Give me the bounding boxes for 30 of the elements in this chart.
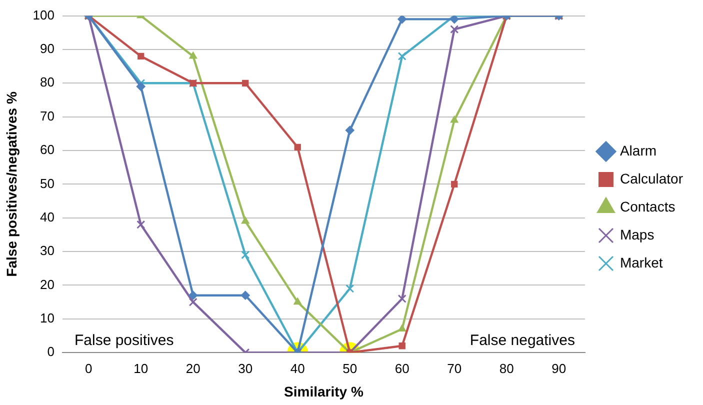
x-tick-label: 40: [290, 360, 305, 376]
x-axis-title: Similarity %: [284, 383, 364, 400]
y-tick-label: 70: [40, 108, 54, 124]
y-tick-label: 50: [40, 176, 54, 191]
y-axis-title: False positives/negatives %: [3, 91, 20, 277]
x-tick-label: 90: [552, 360, 566, 376]
x-tick-label: 80: [499, 360, 514, 376]
legend-label: Calculator: [620, 170, 684, 186]
x-tick-label: 70: [447, 360, 462, 376]
y-tick-label: 20: [40, 276, 54, 292]
y-tick-label: 80: [40, 74, 54, 90]
legend-label: Contacts: [620, 198, 676, 214]
x-tick-label: 50: [342, 360, 358, 376]
legend-label: Maps: [620, 226, 654, 242]
annotation: False negatives: [470, 332, 575, 350]
y-tick-label: 10: [40, 310, 54, 326]
legend-label: Alarm: [620, 142, 657, 158]
x-tick-label: 30: [238, 360, 253, 376]
legend-label: Market: [620, 254, 663, 270]
y-tick-label: 60: [40, 142, 54, 158]
annotation: False positives: [74, 332, 174, 350]
y-tick-label: 100: [32, 7, 54, 22]
x-tick-label: 60: [394, 360, 410, 376]
x-tick-label: 0: [84, 360, 92, 376]
x-tick-label: 10: [134, 360, 148, 376]
y-tick-label: 90: [40, 41, 54, 56]
x-tick-label: 20: [186, 360, 200, 376]
y-tick-label: 0: [47, 344, 54, 360]
y-tick-label: 30: [40, 243, 54, 258]
y-tick-label: 40: [40, 209, 54, 224]
